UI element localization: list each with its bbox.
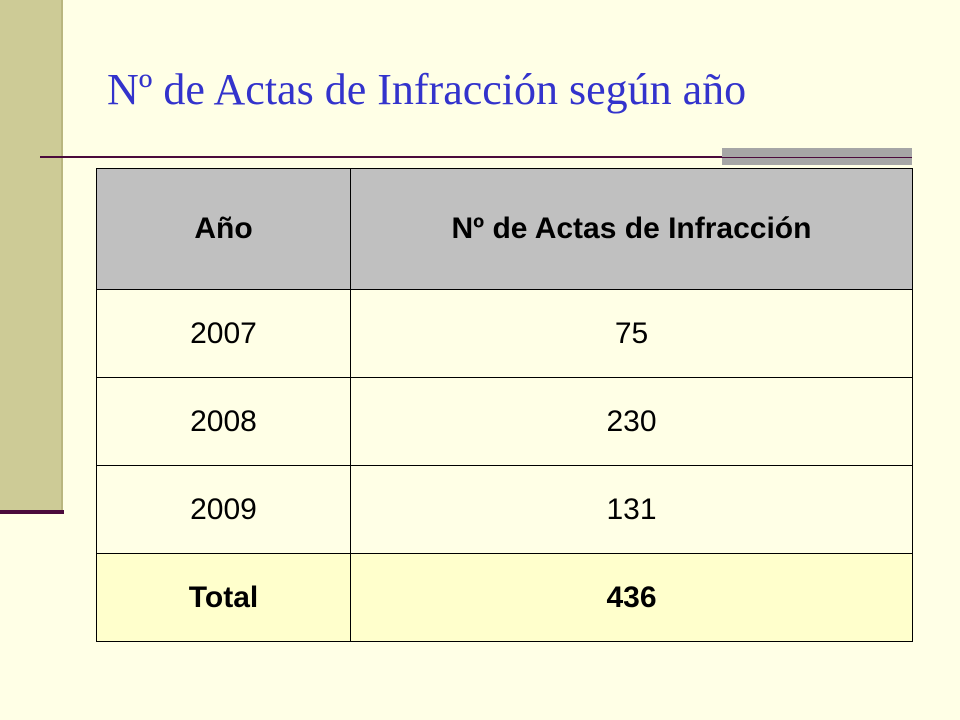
table-row: 2009 131: [96, 465, 913, 554]
table-row: 2008 230: [96, 377, 913, 466]
header-cell: Nº de Actas de Infracción: [350, 168, 913, 290]
table-row: 2007 75: [96, 289, 913, 378]
data-table: Año Nº de Actas de Infracción 2007 75 2008…: [96, 168, 913, 642]
header-row: Año Nº de Actas de Infracción: [96, 168, 913, 290]
decor-block: [722, 158, 912, 165]
side-band: [0, 0, 63, 510]
side-rule: [0, 510, 64, 514]
title: Nº de Actas de Infracción según año: [107, 65, 747, 114]
table-body: 2007 75 2008 230 2009 131 Total 436: [96, 289, 913, 642]
table-head: Año Nº de Actas de Infracción: [96, 168, 913, 290]
table-cell: 2008: [96, 377, 351, 466]
decor-block: [722, 148, 912, 157]
total-cell: Total: [96, 553, 351, 642]
table-cell: 131: [350, 465, 913, 554]
header-cell: Año: [96, 168, 351, 290]
total-row: Total 436: [96, 553, 913, 642]
table-cell: 2007: [96, 289, 351, 378]
total-cell: 436: [350, 553, 913, 642]
table-cell: 2009: [96, 465, 351, 554]
table-cell: 230: [350, 377, 913, 466]
title-rule: [40, 156, 912, 158]
table-cell: 75: [350, 289, 913, 378]
